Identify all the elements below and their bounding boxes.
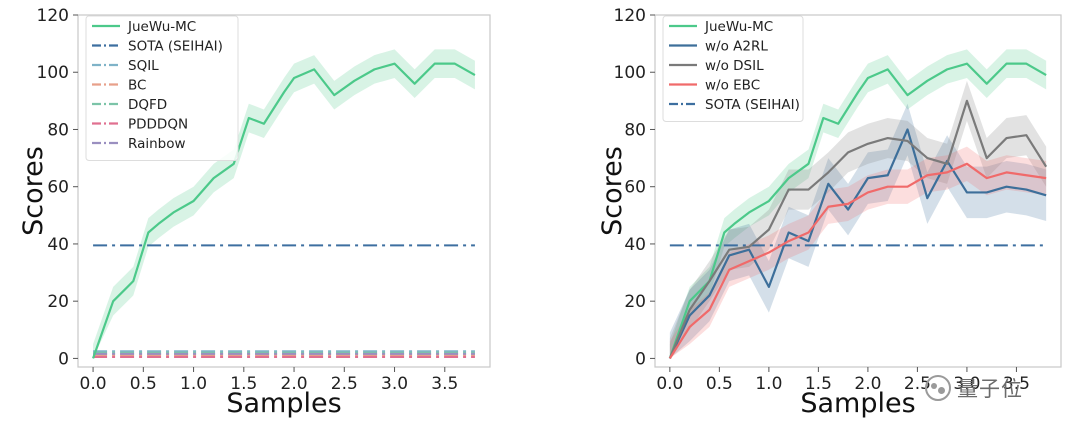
- x-tick-label: 2.5: [331, 374, 358, 394]
- watermark-text: 量子位: [957, 377, 1023, 401]
- x-tick-label: 0.0: [80, 374, 107, 394]
- series-band-juewu-mc: [669, 49, 1047, 359]
- y-tick-label: 40: [624, 235, 646, 255]
- y-tick-label: 80: [624, 120, 646, 140]
- legend-label-sota-seihai: SOTA (SEIHAI): [128, 39, 223, 55]
- y-axis-label: Scores: [597, 146, 628, 236]
- chart-panel-right: 0 20 40 60 80 100 120 0.0 0.5 1.0 1.5 2.0 2.5 3.0 3.5 S…: [597, 6, 1062, 419]
- x-axis-label: Samples: [226, 388, 341, 419]
- y-tick-label: 20: [624, 292, 646, 312]
- x-tick-label: 2.5: [904, 374, 931, 394]
- x-tick-label: 1.0: [755, 374, 782, 394]
- series-band-juewu-mc: [93, 49, 475, 359]
- x-tick-label: 1.5: [230, 374, 257, 394]
- wechat-logo-icon: [925, 375, 951, 401]
- chart-panel-left: 0 20 40 60 80 100 120 0.0 0.5 1.0 1.5 2.0 2.5 3.0 3.5 S…: [18, 6, 491, 419]
- y-tick-label: 0: [635, 349, 646, 369]
- x-tick-label: 2.0: [854, 374, 881, 394]
- x-tick-label: 0.5: [706, 374, 733, 394]
- legend-label-bc: BC: [128, 78, 146, 94]
- x-axis-label: Samples: [800, 388, 915, 419]
- x-tick-label: 0.5: [130, 374, 157, 394]
- series-line-w-o-a2rl: [668, 128, 1047, 359]
- x-tick-label: 0.0: [656, 374, 683, 394]
- watermark: 量子位: [925, 372, 1075, 404]
- series-line-juewu-mc: [92, 62, 476, 359]
- legend-label-juewu-mc: JueWu-MC: [704, 19, 773, 35]
- x-tick-label: 1.5: [805, 374, 832, 394]
- legend-label-w-o-a2rl: w/o A2RL: [705, 39, 768, 55]
- series-band-w-o-ebc: [669, 146, 1047, 359]
- x-tick-label: 3.5: [1003, 374, 1030, 394]
- series-line-w-o-ebc: [668, 162, 1047, 360]
- series-line-w-o-dsil: [668, 99, 1048, 359]
- y-tick-label: 0: [58, 349, 69, 369]
- legend-label-w-o-ebc: w/o EBC: [705, 78, 760, 94]
- legend-label-juewu-mc: JueWu-MC: [127, 19, 196, 35]
- y-tick-label: 120: [37, 6, 69, 26]
- series-line-juewu-mc: [668, 62, 1047, 359]
- legend-label-dqfd: DQFD: [128, 97, 167, 113]
- legend: [85, 15, 239, 161]
- legend-label-sota-seihai: SOTA (SEIHAI): [705, 97, 800, 113]
- x-tick-label: 3.0: [953, 374, 980, 394]
- x-tick-label: 1.0: [180, 374, 207, 394]
- x-tick-label: 3.0: [381, 374, 408, 394]
- legend: [662, 15, 804, 122]
- legend-label-rainbow: Rainbow: [128, 136, 186, 152]
- plot-area: [77, 14, 491, 368]
- y-tick-label: 100: [37, 63, 69, 83]
- legend-label-pdddqn: PDDDQN: [128, 117, 188, 133]
- legend-label-w-o-dsil: w/o DSIL: [705, 58, 764, 74]
- y-tick-label: 80: [47, 120, 69, 140]
- y-tick-label: 100: [614, 63, 646, 83]
- y-tick-label: 60: [47, 178, 69, 198]
- legend-label-sqil: SQIL: [128, 58, 159, 74]
- y-tick-label: 20: [47, 292, 69, 312]
- y-tick-label: 40: [47, 235, 69, 255]
- plot-area: [654, 14, 1062, 368]
- y-axis-label: Scores: [18, 146, 49, 236]
- y-tick-label: 60: [624, 178, 646, 198]
- y-tick-label: 120: [614, 6, 646, 26]
- x-tick-label: 3.5: [431, 374, 458, 394]
- x-tick-label: 2.0: [281, 374, 308, 394]
